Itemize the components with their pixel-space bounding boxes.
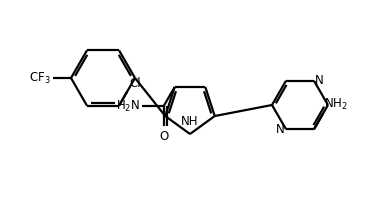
Text: O: O: [159, 130, 168, 143]
Text: N: N: [315, 74, 324, 87]
Text: N: N: [276, 123, 285, 136]
Text: Cl: Cl: [129, 77, 141, 90]
Text: CF$_3$: CF$_3$: [29, 70, 51, 85]
Text: H$_2$N: H$_2$N: [116, 99, 140, 114]
Text: NH$_2$: NH$_2$: [324, 96, 348, 112]
Text: NH: NH: [181, 115, 199, 128]
